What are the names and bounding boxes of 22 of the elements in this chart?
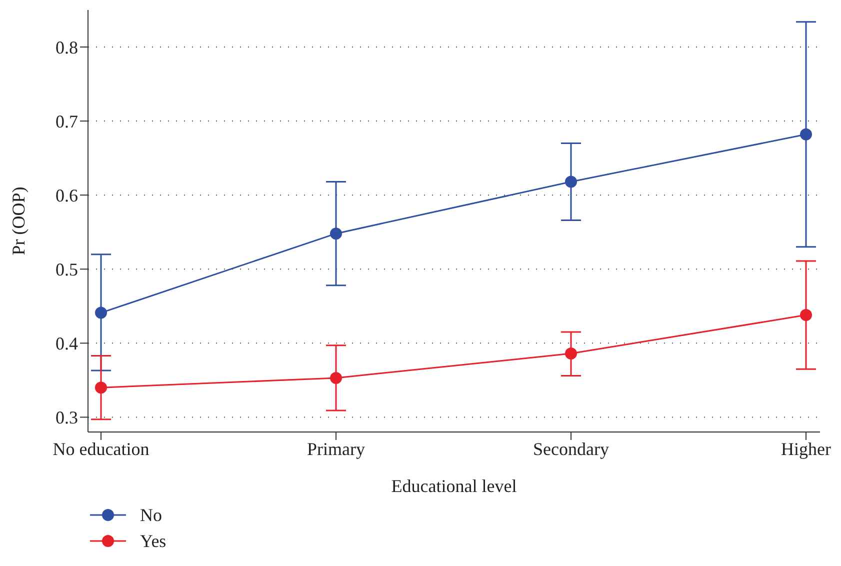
y-tick-label: 0.6 xyxy=(56,185,78,206)
x-tick-label: Secondary xyxy=(533,438,609,459)
y-tick-label: 0.3 xyxy=(56,408,78,428)
x-tick-label: Higher xyxy=(781,438,831,459)
point xyxy=(95,306,107,319)
point xyxy=(330,228,342,240)
point xyxy=(565,176,577,188)
y-tick-label: 0.4 xyxy=(56,334,78,354)
point xyxy=(800,309,812,322)
point xyxy=(565,348,577,360)
y-tick-label: 0.7 xyxy=(56,111,78,132)
point xyxy=(800,128,812,140)
y-tick-label: 0.5 xyxy=(56,260,78,280)
y-axis-title: Pr (OOP) xyxy=(8,186,28,256)
point xyxy=(330,372,342,384)
x-tick-label: No education xyxy=(52,438,150,459)
x-axis-title: Educational level xyxy=(391,476,517,496)
x-tick-label: Primary xyxy=(307,438,365,459)
legend-label: No xyxy=(140,504,162,526)
legend-label: Yes xyxy=(140,530,166,552)
point xyxy=(95,382,107,394)
y-tick-label: 0.8 xyxy=(56,37,78,58)
